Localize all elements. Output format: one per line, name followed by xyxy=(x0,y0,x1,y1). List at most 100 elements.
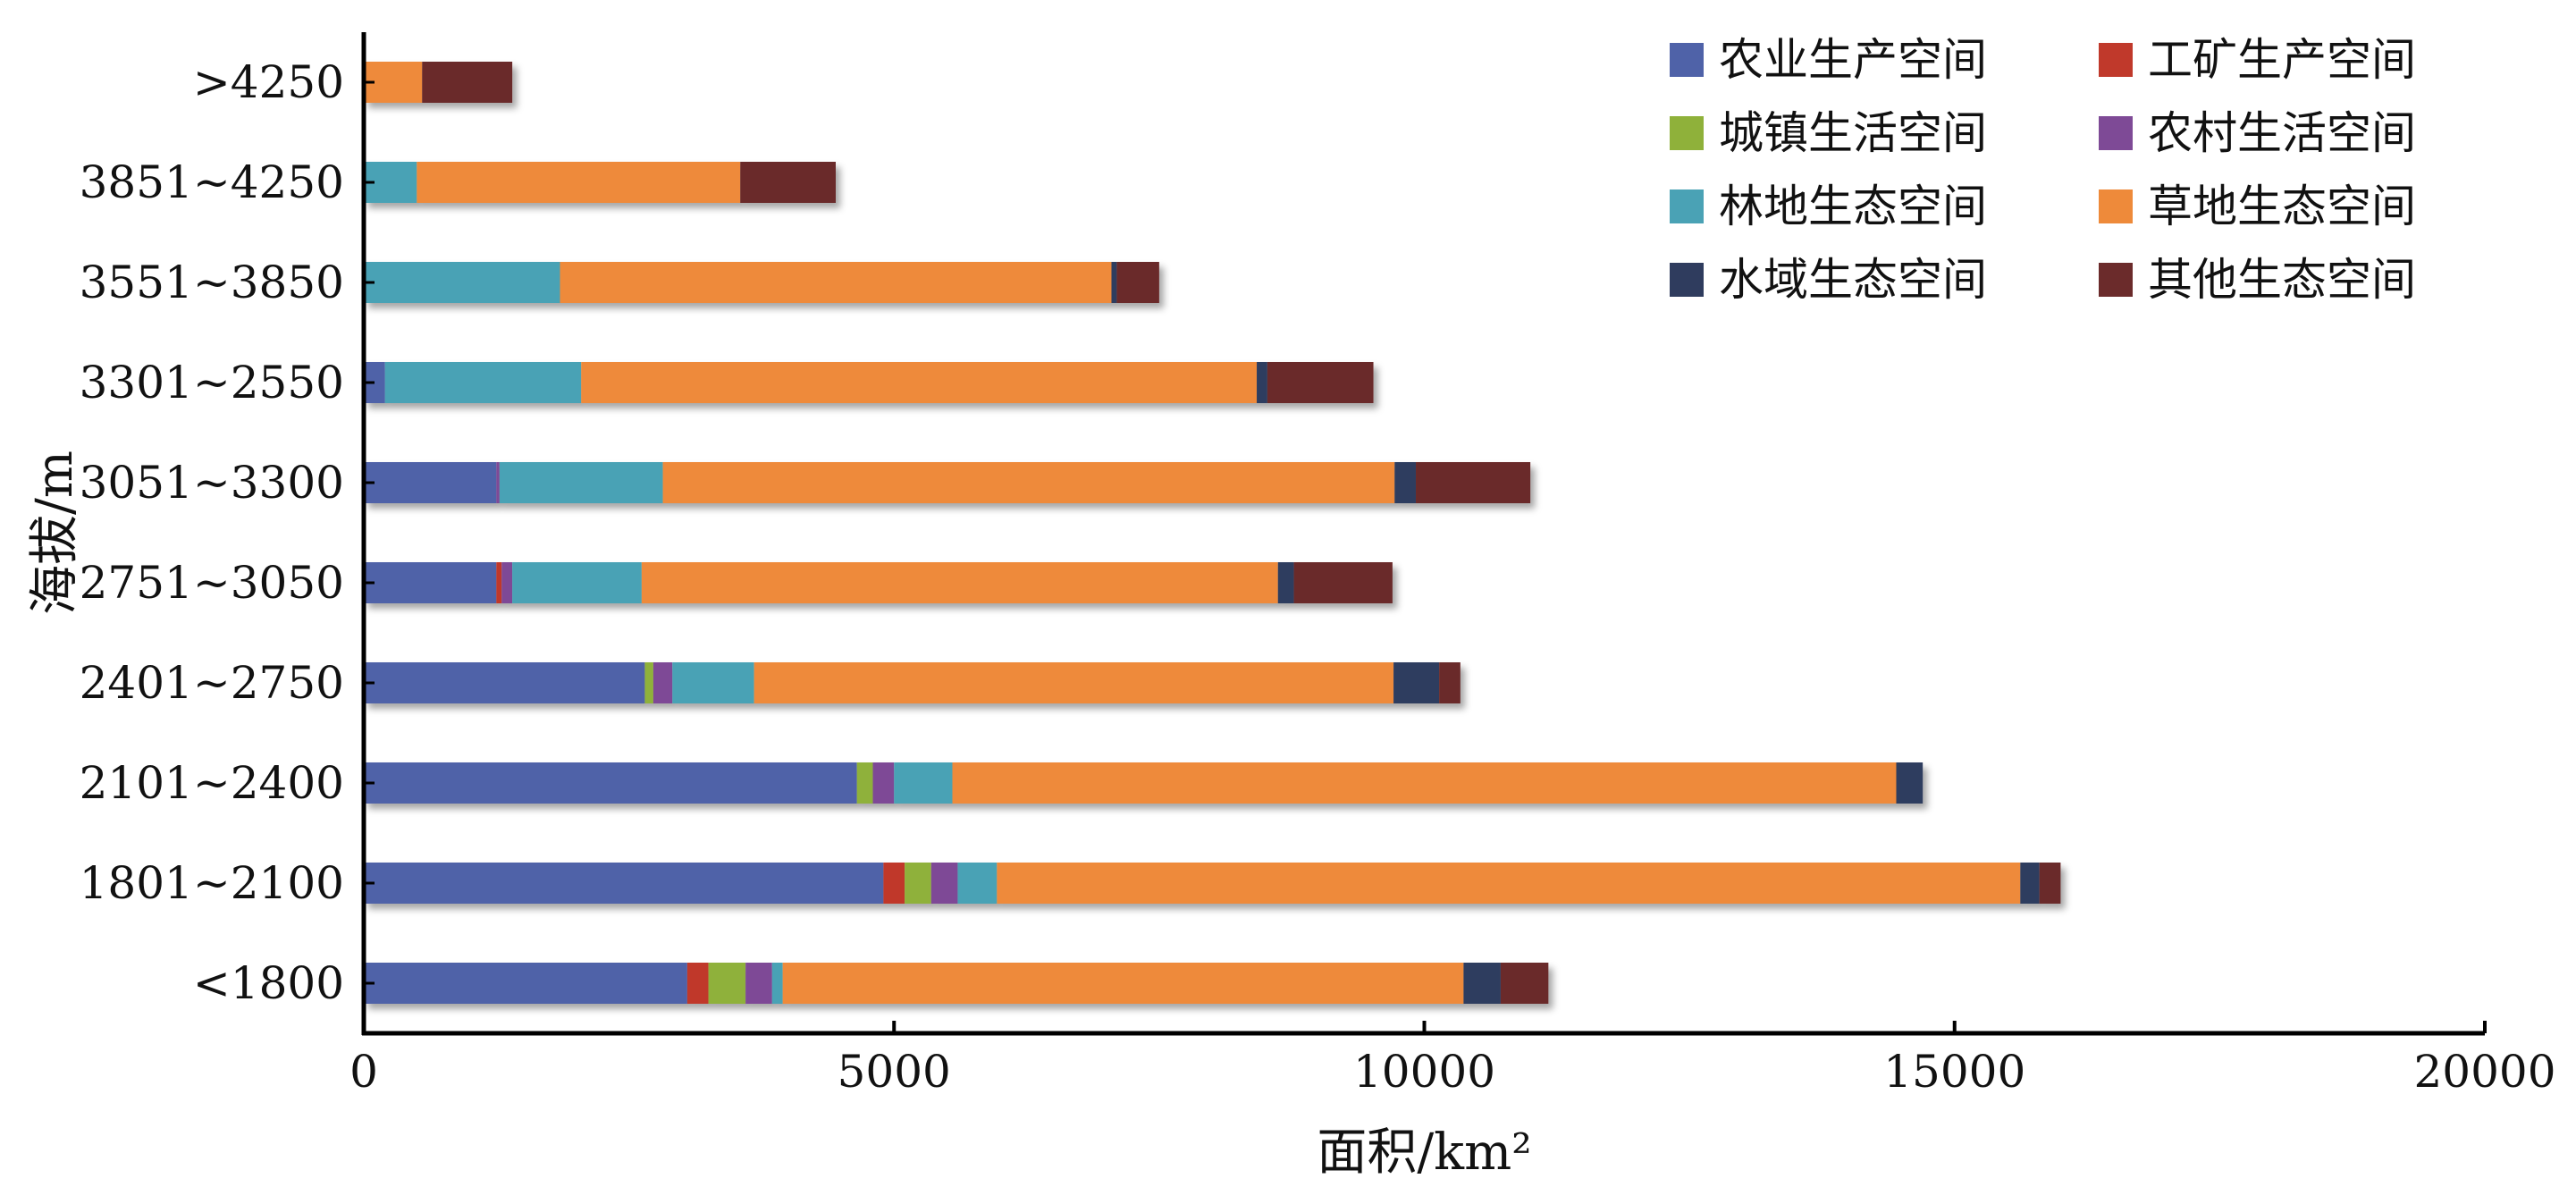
bar-segment xyxy=(501,562,513,603)
bar-group xyxy=(364,562,1393,603)
bar-segment xyxy=(364,863,884,904)
y-tick-label: 3051~3300 xyxy=(80,457,344,509)
bar-segment xyxy=(364,262,560,303)
bar-segment xyxy=(1896,762,1924,804)
bar-group xyxy=(364,762,1924,804)
legend-swatch xyxy=(2099,263,2133,297)
bar-group xyxy=(364,462,1531,503)
bar-segment xyxy=(771,963,783,1004)
x-tick-label: 5000 xyxy=(838,1046,951,1098)
y-tick-label: >4250 xyxy=(193,56,344,108)
legend-label: 草地生态空间 xyxy=(2148,181,2416,232)
bar-segment xyxy=(745,963,772,1004)
bar-segment xyxy=(952,762,1897,804)
y-tick-label: 2101~2400 xyxy=(80,757,344,809)
y-tick-label: 3301~2550 xyxy=(80,357,344,408)
bar-segment xyxy=(782,963,1464,1004)
bar-segment xyxy=(872,762,895,804)
bar-segment xyxy=(581,362,1258,403)
legend-swatch xyxy=(1670,43,1704,77)
legend-item: 林地生态空间 xyxy=(1670,181,1987,232)
bar-segment xyxy=(417,162,741,203)
bar-segment xyxy=(686,963,709,1004)
x-tick-label: 20000 xyxy=(2413,1046,2555,1098)
bar-segment xyxy=(384,362,582,403)
bar-segment xyxy=(364,662,645,703)
x-axis-title: 面积/km² xyxy=(1317,1124,1531,1182)
bar-segment xyxy=(753,662,1394,703)
legend-item: 其他生态空间 xyxy=(2099,254,2416,306)
bar-group xyxy=(364,162,836,203)
bar-segment xyxy=(1277,562,1294,603)
y-tick-label: <1800 xyxy=(193,957,344,1009)
bar-segment xyxy=(662,462,1395,503)
y-tick-label: 3551~3850 xyxy=(80,257,344,308)
legend-label: 城镇生活空间 xyxy=(1719,107,1987,159)
bar-segment xyxy=(512,562,642,603)
legend-swatch xyxy=(1670,116,1704,150)
axes-layer: 0 5000 10000 15000 20000 <1800 1801~2100 2101~2… xyxy=(26,32,2556,1182)
legend-item: 草地生态空间 xyxy=(2099,181,2416,232)
bar-segment xyxy=(644,662,653,703)
legend-item: 工矿生产空间 xyxy=(2099,34,2416,86)
bar-segment xyxy=(2020,863,2040,904)
bar-segment xyxy=(1116,262,1159,303)
y-axis-title: 海拔/m xyxy=(26,450,84,615)
legend-label: 工矿生产空间 xyxy=(2148,34,2416,86)
x-tick-label: 0 xyxy=(349,1046,378,1098)
bar-segment xyxy=(1257,362,1267,403)
bar-group xyxy=(364,662,1461,703)
bar-segment xyxy=(1267,362,1374,403)
legend-item: 水域生态空间 xyxy=(1670,254,1987,306)
bars-layer xyxy=(364,62,2061,1004)
bar-segment xyxy=(364,462,497,503)
bar-segment xyxy=(957,863,998,904)
bar-segment xyxy=(1293,562,1393,603)
bar-segment xyxy=(496,462,500,503)
legend-label: 农业生产空间 xyxy=(1719,34,1987,86)
legend-label: 水域生态空间 xyxy=(1719,254,1987,306)
y-tick-label: 1801~2100 xyxy=(80,857,344,909)
x-tick-label: 15000 xyxy=(1883,1046,2025,1098)
bar-segment xyxy=(1500,963,1549,1004)
bar-group xyxy=(364,62,513,103)
bar-segment xyxy=(1463,963,1501,1004)
legend-label: 林地生态空间 xyxy=(1719,181,1987,232)
bar-segment xyxy=(997,863,2021,904)
bar-segment xyxy=(1394,462,1417,503)
bar-segment xyxy=(652,662,673,703)
bar-segment xyxy=(496,562,502,603)
bar-segment xyxy=(930,863,958,904)
bar-segment xyxy=(894,762,953,804)
bar-segment xyxy=(364,762,857,804)
legend-swatch xyxy=(2099,116,2133,150)
bar-segment xyxy=(1393,662,1440,703)
legend-label: 其他生态空间 xyxy=(2148,254,2416,306)
bar-group xyxy=(364,963,1549,1004)
bar-group xyxy=(364,362,1374,403)
bar-segment xyxy=(856,762,873,804)
legend-swatch xyxy=(1670,189,1704,223)
bar-group xyxy=(364,863,2061,904)
y-tick-label: 2401~2750 xyxy=(80,657,344,709)
legend-swatch xyxy=(1670,263,1704,297)
bar-segment xyxy=(2039,863,2061,904)
y-tick-label: 3851~4250 xyxy=(80,156,344,208)
bar-segment xyxy=(708,963,746,1004)
legend-swatch xyxy=(2099,189,2133,223)
legend-item: 城镇生活空间 xyxy=(1670,107,1987,159)
legend-item: 农业生产空间 xyxy=(1670,34,1987,86)
bar-segment xyxy=(883,863,905,904)
bar-segment xyxy=(364,562,497,603)
legend-label: 农村生活空间 xyxy=(2148,107,2416,159)
bar-segment xyxy=(1416,462,1531,503)
bar-segment xyxy=(1111,262,1117,303)
bar-segment xyxy=(560,262,1112,303)
bar-segment xyxy=(641,562,1278,603)
legend-swatch xyxy=(2099,43,2133,77)
bar-segment xyxy=(740,162,836,203)
bar-segment xyxy=(364,963,687,1004)
